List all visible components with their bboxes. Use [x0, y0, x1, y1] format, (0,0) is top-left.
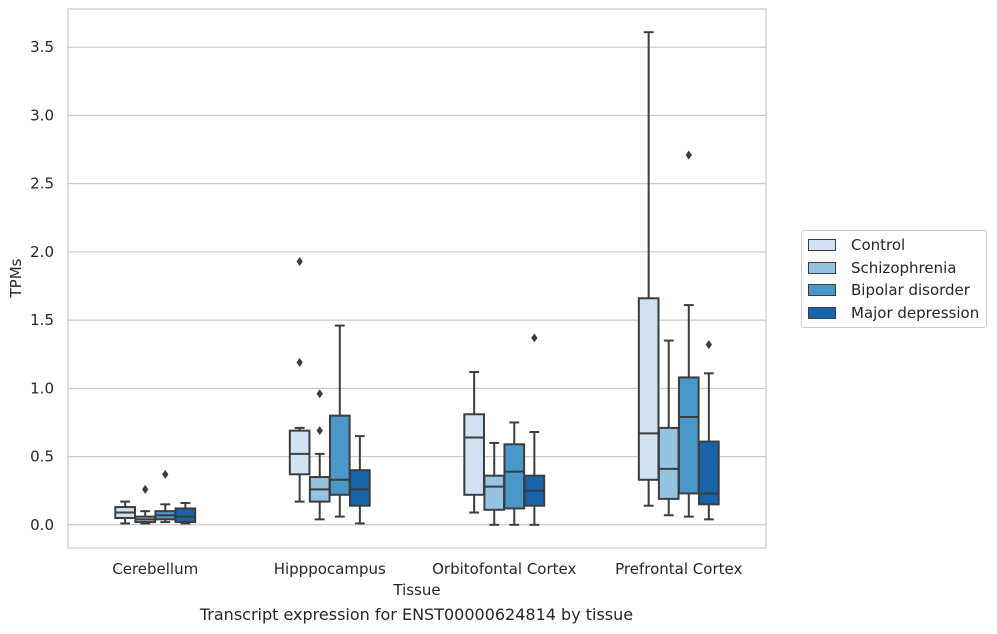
x-tick-label: Hipppocampus	[274, 560, 386, 578]
legend-item: Major depression	[802, 302, 986, 325]
outlier-point	[142, 484, 149, 494]
iqr-box	[503, 443, 526, 510]
y-axis-label: TPMs	[7, 258, 25, 298]
y-tick-label: 3.5	[30, 38, 54, 56]
outlier-point	[685, 150, 692, 160]
y-axis-ticks: 0.0 0.5 1.0 1.5 2.0 2.5 3.0 3.5	[30, 38, 54, 534]
outlier-point	[316, 389, 323, 399]
outlier-point	[296, 256, 303, 266]
box-schizophrenia	[134, 484, 157, 525]
legend-item: Bipolar disorder	[802, 279, 986, 302]
legend-swatch	[808, 284, 836, 297]
x-tick-label: Prefrontal Cortex	[615, 560, 742, 578]
outlier-point	[316, 426, 323, 436]
iqr-box	[288, 429, 311, 476]
box-control	[637, 31, 660, 507]
legend-label: Control	[851, 236, 906, 255]
legend-swatch	[808, 306, 836, 319]
legend-swatch	[808, 239, 836, 252]
box-major-depression	[698, 340, 720, 521]
outlier-point	[296, 357, 303, 367]
x-axis-ticks: Cerebellum Hipppocampus Orbitofontal Corte…	[112, 560, 742, 578]
iqr-box	[174, 507, 197, 524]
box-bipolar-disorder	[503, 421, 526, 526]
legend-item: Schizophrenia	[802, 257, 986, 280]
x-axis-label: Tissue	[392, 581, 440, 599]
boxes	[114, 31, 720, 526]
plot-frame	[67, 8, 767, 549]
box-bipolar-disorder	[677, 150, 700, 518]
y-tick-label: 1.5	[30, 311, 54, 329]
x-tick-label: Cerebellum	[112, 560, 198, 578]
legend-label: Major depression	[851, 303, 980, 322]
box-schizophrenia	[483, 441, 506, 526]
box-major-depression	[349, 435, 371, 525]
outlier-point	[705, 340, 713, 350]
legend-label: Schizophrenia	[851, 258, 957, 277]
box-schizophrenia	[308, 389, 331, 521]
y-tick-label: 3.0	[30, 106, 54, 124]
legend-label: Bipolar disorder	[851, 281, 970, 300]
legend-swatch	[808, 261, 836, 274]
legend: Control Schizophrenia Bipolar disorder Majo…	[801, 230, 987, 328]
iqr-box	[349, 469, 371, 507]
iqr-box	[637, 297, 660, 481]
y-tick-label: 0.0	[30, 516, 54, 534]
box-control	[288, 256, 311, 503]
iqr-box	[483, 474, 506, 511]
box-control	[114, 500, 136, 525]
y-tick-label: 1.0	[30, 379, 54, 397]
box-bipolar-disorder	[154, 469, 177, 524]
x-tick-label: Orbitofontal Cortex	[432, 560, 576, 578]
y-tick-label: 0.5	[30, 448, 54, 466]
legend-item: Control	[802, 234, 986, 257]
iqr-box	[328, 414, 351, 496]
iqr-box	[698, 440, 720, 506]
box-control	[463, 370, 485, 514]
iqr-box	[463, 413, 485, 496]
box-major-depression	[174, 501, 197, 525]
outlier-point	[531, 333, 538, 343]
y-tick-label: 2.0	[30, 243, 54, 261]
outlier-point	[162, 469, 169, 479]
gridlines	[68, 46, 766, 526]
box-schizophrenia	[657, 339, 680, 517]
iqr-box	[677, 376, 700, 495]
iqr-box	[657, 426, 680, 500]
box-bipolar-disorder	[328, 324, 351, 518]
y-tick-label: 2.5	[30, 175, 54, 193]
box-major-depression	[523, 333, 546, 526]
chart-caption: Transcript expression for ENST0000062481…	[199, 605, 634, 624]
